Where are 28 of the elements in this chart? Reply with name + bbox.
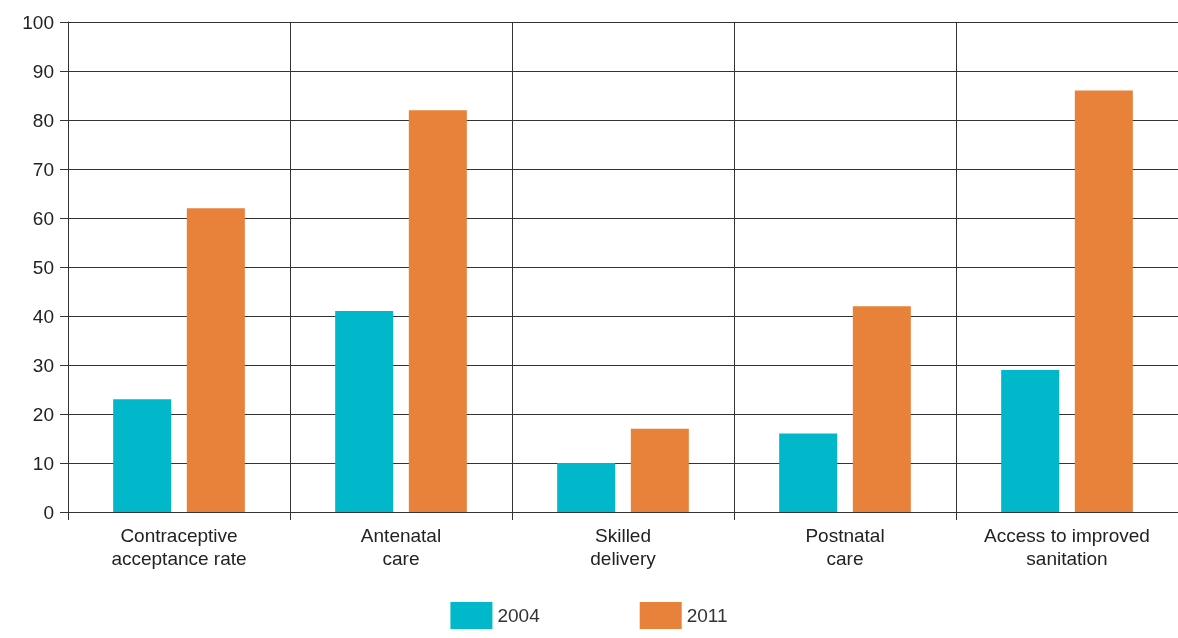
y-tick-label: 40 [32,305,54,327]
bar [1001,369,1060,512]
x-tick-label: Contraceptive acceptance rate [111,525,247,569]
y-tick-label: 60 [32,207,54,229]
y-tick-label: 0 [43,501,54,523]
y-tick-label: 80 [32,109,54,131]
legend-label: 2004 [497,605,541,626]
legend-label: 2011 [686,605,728,626]
bar [630,428,689,512]
y-tick-label: 10 [32,452,54,474]
y-tick-label: 70 [32,158,54,180]
y-tick-label: 50 [32,256,54,278]
y-tick-label: 90 [32,60,54,82]
y-tick-label: 30 [32,354,54,376]
bar [852,306,911,512]
y-tick-label: 20 [32,403,54,425]
bar [1074,90,1133,512]
bar [113,399,172,512]
x-tick-label: Antenatal care [360,525,442,569]
x-tick-label: Access to improved sanitation [984,525,1150,569]
y-tick-label: 100 [22,11,54,33]
bar [408,110,467,512]
bar [779,433,838,512]
x-tick-label: Skilled delivery [590,525,657,569]
bar [557,463,616,512]
bar [186,208,245,512]
x-tick-label: Postnatal care [805,525,885,569]
bar [335,311,394,512]
